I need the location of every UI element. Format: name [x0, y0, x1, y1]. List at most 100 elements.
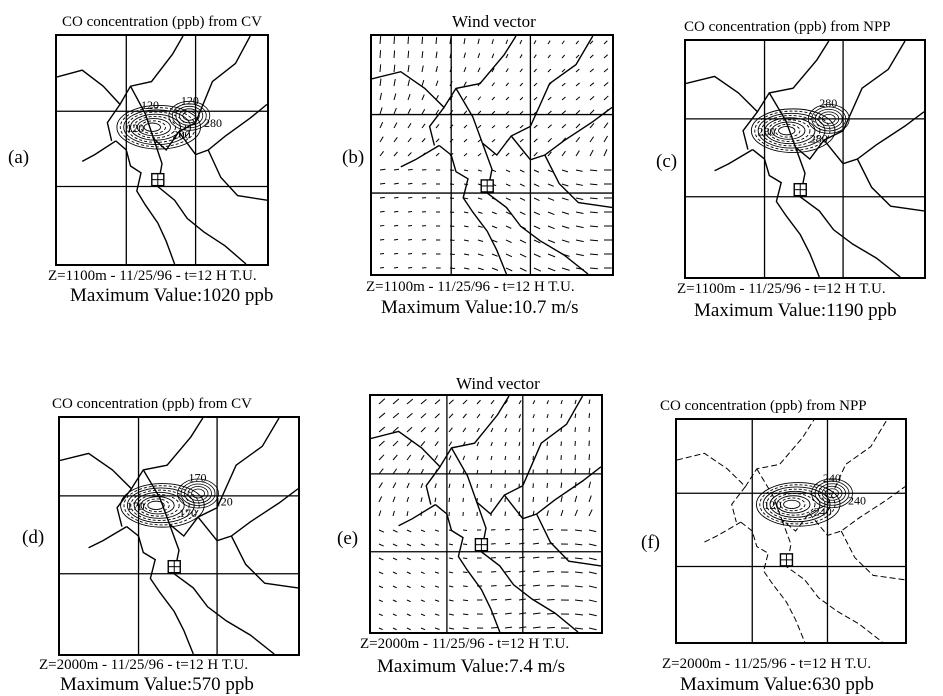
- wind-arrow: [394, 253, 398, 254]
- wind-arrow: [393, 399, 399, 404]
- wind-arrow: [435, 558, 439, 559]
- wind-arrow: [408, 169, 413, 170]
- wind-arrow: [506, 254, 512, 257]
- wind-arrow: [379, 572, 383, 574]
- wind-arrow: [380, 183, 385, 184]
- panel-d-caption-line1: Z=2000m - 11/25/96 - t=12 H T.U.: [39, 657, 248, 674]
- wind-arrow: [393, 483, 396, 488]
- wind-arrow: [589, 400, 590, 404]
- wind-arrow: [575, 510, 578, 516]
- wind-arrow: [562, 212, 569, 214]
- wind-arrow: [394, 211, 398, 212]
- panel-f-caption-line1: Z=2000m - 11/25/96 - t=12 H T.U.: [662, 656, 871, 673]
- wind-arrow: [477, 428, 479, 432]
- wind-arrow: [562, 97, 566, 100]
- co-contour: [148, 501, 164, 509]
- wind-arrow: [575, 427, 576, 432]
- wind-arrow: [379, 455, 384, 460]
- panel-a-caption-line1: Z=1100m - 11/25/96 - t=12 H T.U.: [48, 268, 257, 285]
- wind-arrow: [393, 469, 397, 474]
- wind-arrow: [604, 96, 608, 100]
- wind-arrow: [380, 64, 381, 72]
- wind-arrow: [421, 544, 425, 546]
- wind-arrow: [449, 400, 454, 404]
- wind-arrow: [548, 69, 551, 72]
- wind-arrow: [492, 97, 495, 100]
- panel-e-caption-line2: Maximum Value:7.4 m/s: [377, 656, 565, 678]
- wind-arrow: [435, 614, 439, 615]
- wind-arrow: [562, 170, 568, 172]
- wind-arrow: [407, 628, 411, 630]
- wind-arrow: [534, 55, 536, 58]
- wind-arrow: [533, 613, 540, 614]
- contour-label: 240: [848, 493, 866, 507]
- wind-arrow: [590, 55, 593, 58]
- wind-arrow: [576, 137, 580, 142]
- wind-arrow: [589, 614, 597, 616]
- wind-arrow: [449, 572, 453, 573]
- wind-arrow: [394, 108, 396, 114]
- wind-arrow: [380, 267, 384, 268]
- wind-arrow: [506, 153, 509, 156]
- wind-arrow: [478, 240, 483, 242]
- wind-arrow: [394, 137, 397, 142]
- wind-arrow: [478, 153, 481, 156]
- wind-arrow: [449, 456, 451, 460]
- wind-arrow: [562, 83, 565, 86]
- wind-arrow: [562, 198, 569, 200]
- wind-arrow: [533, 585, 540, 586]
- country-border: [198, 489, 298, 541]
- wind-arrow: [408, 267, 412, 268]
- wind-arrow: [478, 39, 479, 44]
- wind-arrow: [547, 510, 548, 516]
- wind-arrow: [548, 41, 550, 44]
- wind-arrow: [547, 442, 548, 446]
- panel-e-svg: [371, 396, 601, 632]
- wind-arrow: [379, 413, 385, 418]
- wind-arrow: [421, 497, 422, 502]
- wind-arrow: [379, 441, 384, 446]
- wind-arrow: [519, 456, 520, 460]
- wind-arrow: [492, 212, 497, 214]
- wind-arrow: [519, 400, 521, 404]
- wind-arrow: [547, 613, 555, 614]
- wind-arrow: [393, 558, 397, 560]
- wind-arrow: [575, 558, 583, 559]
- wind-arrow: [463, 456, 465, 460]
- wind-arrow: [407, 441, 411, 446]
- wind-arrow: [463, 628, 469, 629]
- contour-label: 170: [127, 499, 145, 513]
- wind-arrow: [575, 496, 577, 502]
- wind-arrow: [393, 511, 394, 516]
- wind-arrow: [589, 454, 590, 460]
- wind-arrow: [590, 110, 594, 114]
- panel-e-caption-line1: Z=2000m - 11/25/96 - t=12 H T.U.: [360, 636, 569, 653]
- wind-arrow: [547, 585, 554, 586]
- wind-arrow: [492, 39, 493, 44]
- wind-arrow: [408, 94, 410, 100]
- wind-arrow: [464, 111, 467, 114]
- wind-arrow: [449, 628, 454, 629]
- country-border: [426, 467, 440, 505]
- wind-arrow: [436, 66, 438, 72]
- wind-arrow: [548, 55, 550, 58]
- wind-arrow: [408, 138, 411, 142]
- wind-arrow: [506, 170, 510, 172]
- wind-arrow: [379, 628, 383, 630]
- wind-arrow: [407, 558, 411, 560]
- wind-arrow: [561, 496, 562, 502]
- wind-arrow: [449, 484, 450, 488]
- contour-label: 280: [757, 124, 775, 138]
- wind-arrow: [548, 97, 551, 100]
- wind-arrow: [478, 111, 481, 114]
- panel-a-caption-line2: Maximum Value:1020 ppb: [70, 285, 273, 307]
- panel-e-map: [369, 394, 603, 634]
- wind-arrow: [533, 627, 541, 628]
- wind-arrow: [393, 413, 399, 418]
- wind-arrow: [435, 572, 439, 573]
- panel-d-label: (d): [22, 527, 44, 549]
- country-border: [504, 467, 601, 519]
- panel-b-title: Wind vector: [452, 12, 536, 32]
- wind-arrow: [590, 170, 597, 171]
- country-border: [57, 36, 183, 104]
